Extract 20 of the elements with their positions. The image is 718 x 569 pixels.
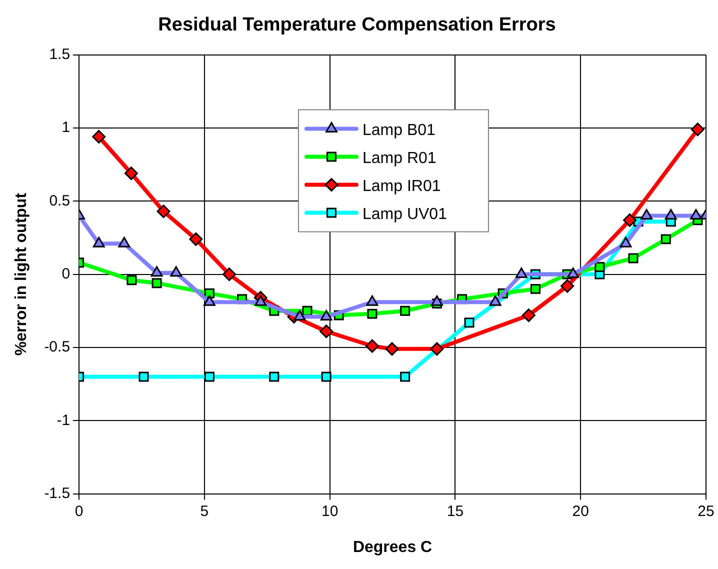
x-axis-title: Degrees C: [352, 538, 433, 556]
x-tick-label: 25: [698, 502, 714, 520]
x-tick-label: 0: [74, 502, 84, 520]
y-tick-label: -0.5: [44, 338, 70, 356]
x-tick-label: 15: [446, 502, 464, 520]
legend-label: Lamp IR01: [362, 178, 441, 196]
y-tick-label: 0: [62, 265, 70, 282]
y-axis-title: %error in light output: [13, 192, 30, 356]
y-tick-label: -1: [56, 412, 70, 429]
y-tick-label: 1: [62, 119, 70, 136]
legend-label: Lamp B01: [362, 122, 436, 140]
x-tick-label: 5: [200, 502, 209, 520]
x-tick-label: 10: [321, 502, 338, 520]
y-tick-label: 0.5: [49, 192, 70, 210]
x-tick-label: 20: [572, 502, 589, 520]
legend-label: Lamp UV01: [362, 206, 448, 224]
chart-title: Residual Temperature Compensation Errors: [158, 14, 556, 36]
y-tick-label: 1.5: [49, 46, 70, 63]
y-tick-label: -1.5: [44, 484, 70, 502]
legend-label: Lamp R01: [362, 150, 436, 168]
